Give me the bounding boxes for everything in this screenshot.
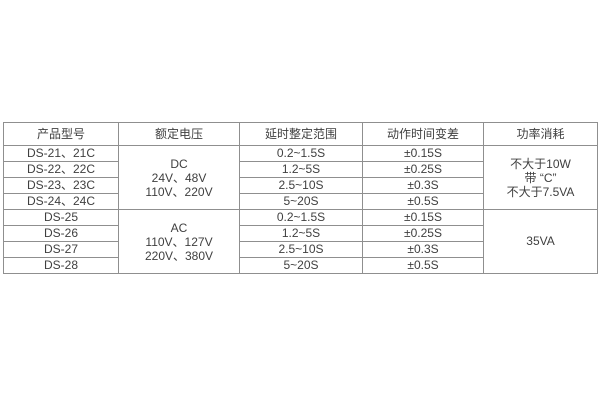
range-cell: 1.2~5S — [239, 225, 363, 242]
model-cell: DS-24、24C — [3, 193, 119, 210]
range-cell: 0.2~1.5S — [239, 209, 363, 226]
variation-cell: ±0.15S — [362, 145, 484, 162]
table-row: DS-25 AC 110V、127V 220V、380V 0.2~1.5S ±0… — [3, 209, 598, 274]
voltage-cell-dc: DC 24V、48V 110V、220V — [118, 145, 240, 210]
column-header-model: 产品型号 — [3, 122, 119, 146]
range-cell: 1.2~5S — [239, 161, 363, 178]
variation-cell: ±0.25S — [362, 225, 484, 242]
voltage-line: 24V、48V — [151, 170, 207, 185]
range-cell: 0.2~1.5S — [239, 145, 363, 162]
model-cell: DS-25 — [3, 209, 119, 226]
power-cell-dc: 不大于10W 带 “C” 不大于7.5VA — [483, 145, 598, 210]
voltage-line: AC — [170, 220, 188, 235]
variation-cell: ±0.5S — [362, 193, 484, 210]
variation-cell: ±0.5S — [362, 257, 484, 274]
model-cell: DS-27 — [3, 241, 119, 258]
variation-cell: ±0.3S — [362, 241, 484, 258]
table-row: DS-27 2.5~10S ±0.3S — [3, 241, 598, 258]
model-cell: DS-21、21C — [3, 145, 119, 162]
voltage-cell-ac: AC 110V、127V 220V、380V — [118, 209, 240, 274]
power-line: 不大于7.5VA — [506, 184, 575, 199]
model-cell: DS-26 — [3, 225, 119, 242]
header-row: 产品型号 额定电压 延时整定范围 动作时间变差 功率消耗 — [3, 122, 598, 146]
voltage-line: 220V、380V — [144, 248, 214, 263]
column-header-power: 功率消耗 — [483, 122, 598, 146]
voltage-line: 110V、127V — [145, 234, 213, 249]
column-header-variation: 动作时间变差 — [362, 122, 484, 146]
spec-table: 产品型号 额定电压 延时整定范围 动作时间变差 功率消耗 DS-21、21C D… — [3, 122, 598, 274]
table-row: DS-28 5~20S ±0.5S — [3, 257, 598, 274]
voltage-line: 110V、220V — [145, 184, 213, 199]
power-line: 带 “C” — [524, 170, 557, 185]
column-header-voltage: 额定电压 — [118, 122, 240, 146]
range-cell: 2.5~10S — [239, 177, 363, 194]
model-cell: DS-23、23C — [3, 177, 119, 194]
model-cell: DS-22、22C — [3, 161, 119, 178]
range-cell: 2.5~10S — [239, 241, 363, 258]
power-cell-ac: 35VA — [483, 209, 598, 274]
power-line: 不大于10W — [510, 156, 571, 171]
range-cell: 5~20S — [239, 193, 363, 210]
table-row: DS-23、23C 2.5~10S ±0.3S — [3, 177, 598, 194]
table-row: DS-21、21C DC 24V、48V 110V、220V 0.2~1.5S … — [3, 145, 598, 210]
variation-cell: ±0.25S — [362, 161, 484, 178]
model-cell: DS-28 — [3, 257, 119, 274]
voltage-line: DC — [170, 156, 188, 171]
column-header-range: 延时整定范围 — [239, 122, 363, 146]
variation-cell: ±0.3S — [362, 177, 484, 194]
variation-cell: ±0.15S — [362, 209, 484, 226]
table-row: DS-26 1.2~5S ±0.25S — [3, 225, 598, 242]
range-cell: 5~20S — [239, 257, 363, 274]
